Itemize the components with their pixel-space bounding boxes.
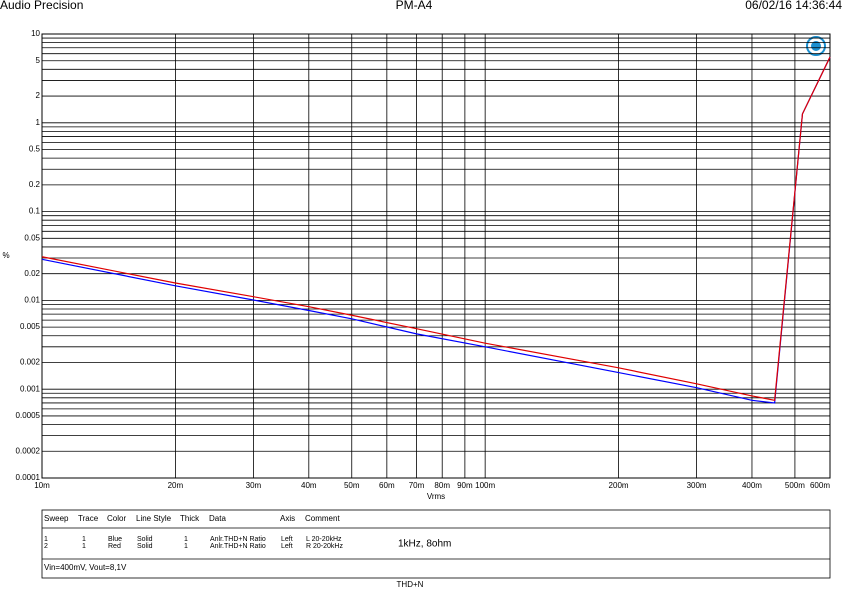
legend-cell: 1 — [44, 536, 48, 543]
x-tick-label: 50m — [344, 481, 360, 490]
legend-cell: Blue — [108, 536, 122, 543]
legend-cell: 2 — [44, 543, 48, 550]
y-tick-label: 0.5 — [29, 145, 41, 154]
x-tick-label: 300m — [687, 481, 707, 490]
y-tick-label: 1 — [36, 118, 41, 127]
x-tick-label: 30m — [246, 481, 262, 490]
y-tick-label: 0.002 — [20, 358, 41, 367]
header-center: PM-A4 — [396, 0, 433, 12]
legend-cell: 1 — [82, 536, 86, 543]
x-tick-label: 90m — [457, 481, 473, 490]
legend-column-header: Thick — [180, 514, 200, 523]
plot-frame — [41, 33, 831, 479]
y-tick-label: 0.05 — [24, 233, 40, 242]
y-tick-label: 0.0002 — [16, 446, 41, 455]
legend-cell: 1 — [184, 543, 188, 550]
x-tick-label: 70m — [409, 481, 425, 490]
legend-cell: L 20-20kHz — [306, 536, 342, 543]
y-tick-label: 10 — [31, 29, 40, 38]
legend-column-header: Color — [107, 514, 126, 523]
x-tick-label: 600m — [810, 481, 830, 490]
x-tick-label: 40m — [301, 481, 317, 490]
y-tick-label: 5 — [36, 56, 41, 65]
legend-cell: Left — [281, 536, 293, 543]
series-line — [41, 56, 831, 402]
legend-cell: Anlr.THD+N Ratio — [210, 543, 266, 550]
legend-box — [41, 509, 831, 579]
y-tick-label: 0.0001 — [16, 473, 41, 482]
legend-cell: Left — [281, 543, 293, 550]
legend-column-header: Sweep — [44, 514, 69, 523]
y-tick-label: 0.001 — [20, 384, 41, 393]
footer-title: THD+N — [397, 580, 424, 589]
legend-cell: Solid — [137, 543, 153, 550]
y-axis-label: % — [2, 251, 9, 260]
ap-logo — [806, 36, 826, 56]
legend-cell: Red — [108, 543, 121, 550]
legend-column-header: Axis — [280, 514, 295, 523]
footer-note: Vin=400mV, Vout=8,1V — [44, 563, 127, 572]
y-tick-label: 0.02 — [24, 269, 40, 278]
y-tick-label: 0.005 — [20, 322, 41, 331]
x-tick-label: 10m — [34, 481, 50, 490]
legend-cell: R 20-20kHz — [306, 543, 343, 550]
header-right: 06/02/16 14:36:44 — [745, 0, 842, 12]
legend-column-header: Line Style — [136, 514, 172, 523]
y-tick-label: 0.2 — [29, 180, 41, 189]
y-tick-label: 0.0005 — [16, 411, 41, 420]
y-tick-label: 0.1 — [29, 207, 41, 216]
x-axis-label: Vrms — [427, 492, 445, 501]
legend-cell: 1 — [184, 536, 188, 543]
legend-column-header: Comment — [305, 514, 340, 523]
x-tick-label: 60m — [379, 481, 395, 490]
x-tick-label: 200m — [609, 481, 629, 490]
x-tick-label: 20m — [168, 481, 184, 490]
legend-note: 1kHz, 8ohm — [398, 539, 451, 550]
x-tick-label: 400m — [742, 481, 762, 490]
legend-cell: Solid — [137, 536, 153, 543]
series-line — [41, 56, 831, 404]
legend-column-header: Trace — [78, 514, 99, 523]
legend-cell: 1 — [82, 543, 86, 550]
legend-column-header: Data — [209, 514, 226, 523]
x-tick-label: 100m — [475, 481, 495, 490]
y-tick-label: 0.01 — [24, 296, 40, 305]
legend-cell: Anlr.THD+N Ratio — [210, 536, 266, 543]
x-tick-label: 80m — [434, 481, 450, 490]
x-tick-label: 500m — [785, 481, 805, 490]
y-tick-label: 2 — [36, 91, 41, 100]
header-left: Audio Precision — [0, 0, 83, 12]
